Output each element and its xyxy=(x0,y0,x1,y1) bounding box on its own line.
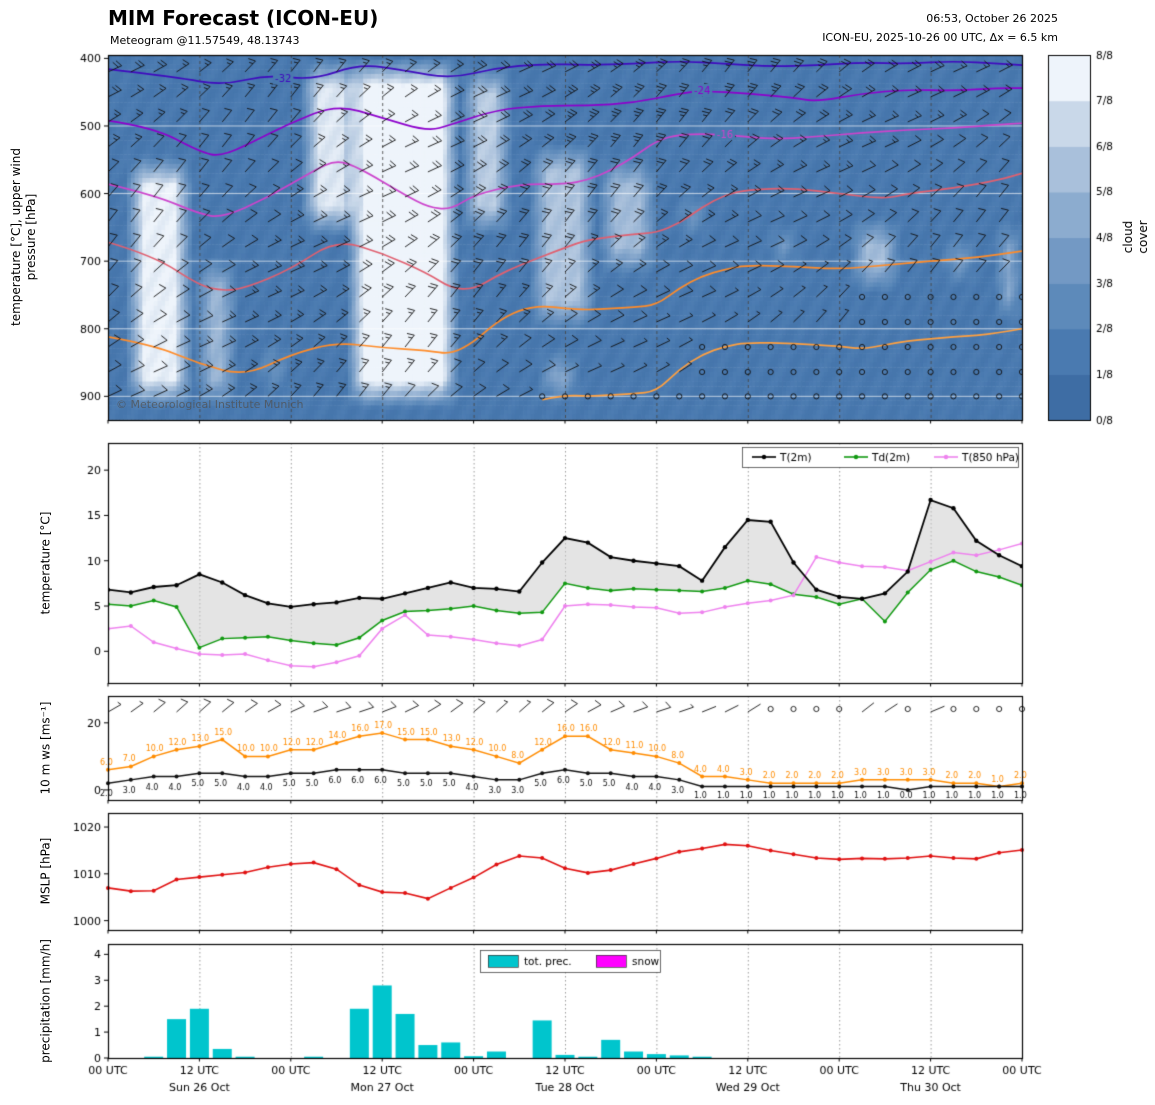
page-subtitle: Meteogram @11.57549, 48.13743 xyxy=(110,34,300,47)
model-info: ICON-EU, 2025-10-26 00 UTC, Δx = 6.5 km xyxy=(822,31,1058,44)
axis-label-wind: 10 m ws [ms⁻¹] xyxy=(38,701,53,795)
axis-label-temperature: temperature [°C] xyxy=(38,511,53,615)
watermark: © Meteorological Institute Munich xyxy=(116,398,304,411)
run-datetime: 06:53, October 26 2025 xyxy=(926,12,1058,25)
axis-label-precipitation: precipitation [mm/h] xyxy=(38,939,53,1063)
page-title: MIM Forecast (ICON-EU) xyxy=(108,6,379,30)
axis-label-mslp: MSLP [hPa] xyxy=(38,837,53,905)
axis-label-upper-panel: temperature [°C], upper wind pressure [h… xyxy=(9,148,38,326)
colorbar-label: cloud cover xyxy=(1121,220,1150,254)
